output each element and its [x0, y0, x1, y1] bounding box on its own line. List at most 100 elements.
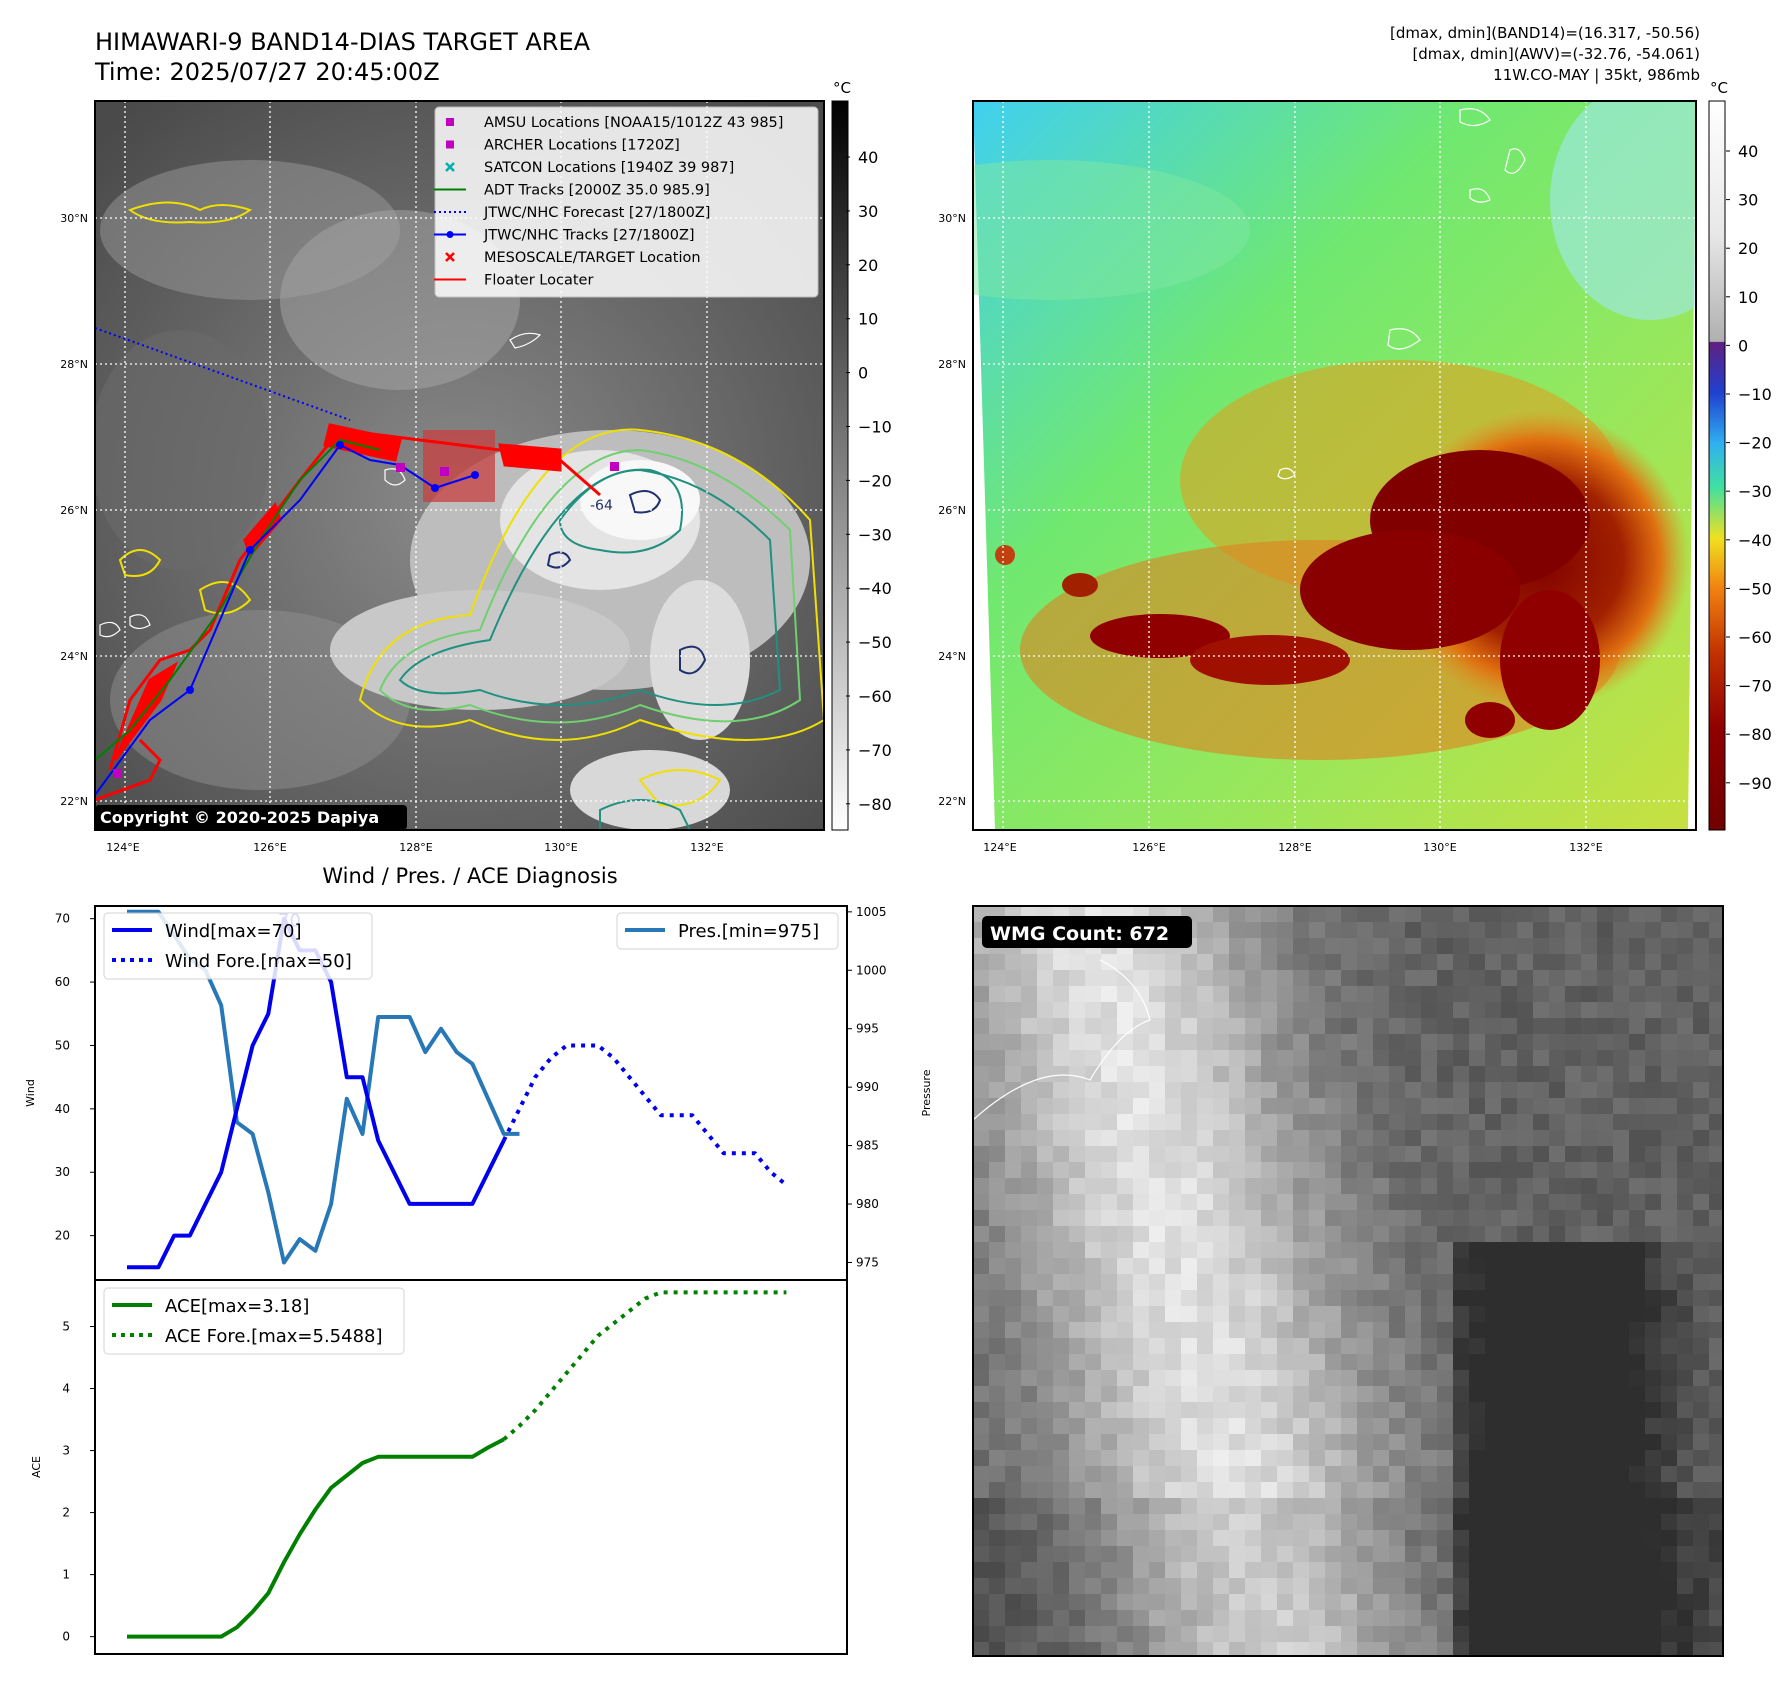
colorbar-tick-label: −40	[858, 579, 892, 598]
colorbar-tick-label: 20	[858, 256, 878, 275]
ace-tick-label: 1	[62, 1568, 70, 1582]
left-lat-28: 28°N	[60, 358, 88, 371]
right-lon-132: 132°E	[1569, 841, 1602, 854]
colorbar-tick-label: 40	[858, 148, 878, 167]
pressure-tick-label: 985	[856, 1139, 879, 1153]
ace-tick-label: 4	[62, 1382, 70, 1396]
colorbar-tick-label: −70	[858, 741, 892, 760]
colorbar-tick-label: −10	[1738, 385, 1772, 404]
left-lat-26: 26°N	[60, 504, 88, 517]
legend-label: SATCON Locations [1940Z 39 987]	[484, 160, 734, 176]
ace-legend: ACE[max=3.18] ACE Fore.[max=5.5488]	[103, 1287, 405, 1355]
colorbar-tick-label: −30	[858, 525, 892, 544]
right-lon-128: 128°E	[1278, 841, 1311, 854]
left-map-legend: AMSU Locations [NOAA15/1012Z 43 985] ARCH…	[434, 106, 819, 298]
wind-tick-label: 50	[55, 1038, 70, 1052]
legend-swatch-dot	[446, 231, 454, 238]
pressure-tick-label: 1000	[856, 963, 887, 977]
contour-label: -64	[590, 498, 613, 514]
legend-item: ADT Tracks [2000Z 35.0 985.9]	[434, 183, 710, 199]
right-lon-126: 126°E	[1132, 841, 1165, 854]
figure-time: Time: 2025/07/27 20:45:00Z	[94, 58, 440, 86]
right-lat-24: 24°N	[938, 650, 966, 663]
colorbar-tick-label: −20	[1738, 434, 1772, 453]
pressure-legend-label: Pres.[min=975]	[678, 921, 819, 942]
colorbar-tick-label: −80	[1738, 725, 1772, 744]
left-lat-22: 22°N	[60, 795, 88, 808]
jtwc-forecast-line	[95, 327, 351, 421]
ace-axis-label: ACE	[30, 1456, 43, 1478]
ace-series-line	[127, 1437, 505, 1639]
ace-tick-label: 2	[62, 1506, 70, 1520]
pressure-tick-label: 990	[856, 1080, 879, 1094]
wind-axis-label: Wind	[24, 1079, 37, 1107]
pressure-tick-label: 1005	[856, 905, 887, 919]
pressure-axis-label: Pressure	[920, 1069, 933, 1116]
colorbar-tick-label: 0	[858, 364, 868, 383]
legend-swatch	[446, 140, 454, 149]
legend-item: Floater Locater	[434, 273, 593, 289]
colorbar-tick-label: −10	[858, 418, 892, 437]
wmg-count-label: WMG Count: 672	[990, 923, 1169, 945]
pressure-tick-label: 995	[856, 1022, 879, 1036]
ace-forecast-series-line	[502, 1290, 787, 1441]
colorbar-tick-label: −20	[858, 471, 892, 490]
wind-tick-label: 30	[55, 1165, 70, 1179]
colorbar-tick-label: 30	[858, 202, 878, 221]
ace-tick-label: 3	[62, 1444, 70, 1458]
legend-item: MESOSCALE/TARGET Location	[445, 250, 701, 266]
colorbar-tick-label: −50	[858, 633, 892, 652]
legend-label: JTWC/NHC Forecast [27/1800Z]	[483, 205, 710, 221]
colorbar-tick-label: −60	[1738, 628, 1772, 647]
colorbar-tick-label: −30	[1738, 482, 1772, 501]
pressure-tick-label: 980	[856, 1197, 879, 1211]
wind-legend-label: Wind[max=70]	[165, 921, 302, 942]
pressure-tick-label: 975	[856, 1255, 879, 1269]
right-map-panel: 30°N 28°N 26°N 24°N 22°N 124°E 126°E 128…	[938, 100, 1697, 854]
ace-tick-label: 0	[62, 1630, 70, 1644]
colorbar-tick-label: 10	[1738, 288, 1758, 307]
legend-label: ARCHER Locations [1720Z]	[484, 138, 680, 154]
legend-swatch	[445, 252, 455, 262]
diagnosis-title: Wind / Pres. / ACE Diagnosis	[322, 864, 617, 888]
left-map-panel: -64	[60, 100, 825, 854]
right-colorbar: °C 40 30 20 10 0 −10 −20 −30 −40 −50 −60 −70 −80 −90	[1708, 79, 1772, 831]
wind-legend: Wind[max=70] Wind Fore.[max=50]	[103, 912, 373, 980]
left-colorbar: °C 40 30 20 10 0 −10 −20 −30 −40 −50 −60 −70 −80	[831, 79, 892, 831]
figure-title: HIMAWARI-9 BAND14-DIAS TARGET AREA	[95, 28, 591, 56]
left-lon-128: 128°E	[399, 841, 432, 854]
colorbar-tick-label: −90	[1738, 774, 1772, 793]
right-lon-124: 124°E	[983, 841, 1016, 854]
colorbar-tick-label: 10	[858, 310, 878, 329]
right-lat-28: 28°N	[938, 358, 966, 371]
legend-label: Floater Locater	[484, 273, 593, 289]
left-lon-130: 130°E	[544, 841, 577, 854]
wind-tick-label: 20	[55, 1229, 70, 1243]
ace-tick-label: 5	[62, 1320, 70, 1334]
copyright-text: Copyright © 2020-2025 Dapiya	[100, 808, 379, 827]
colorbar-tick-label: −50	[1738, 579, 1772, 598]
right-colorbar-unit: °C	[1710, 79, 1728, 97]
colorbar-tick-label: 40	[1738, 142, 1758, 161]
colorbar-tick-label: 20	[1738, 239, 1758, 258]
colorbar-tick-label: −70	[1738, 677, 1772, 696]
wind-fore-legend-label: Wind Fore.[max=50]	[165, 951, 352, 972]
left-lon-124: 124°E	[106, 841, 139, 854]
legend-label: ADT Tracks [2000Z 35.0 985.9]	[484, 183, 710, 199]
colorbar-tick-label: −40	[1738, 531, 1772, 550]
legend-item: SATCON Locations [1940Z 39 987]	[445, 160, 734, 176]
wind-tick-label: 40	[55, 1102, 70, 1116]
colorbar-tick-label: 30	[1738, 191, 1758, 210]
legend-swatch	[446, 118, 454, 126]
left-lon-126: 126°E	[253, 841, 286, 854]
legend-item: JTWC/NHC Forecast [27/1800Z]	[434, 205, 710, 221]
right-lat-30: 30°N	[938, 212, 966, 225]
colorbar-tick-label: −80	[858, 795, 892, 814]
wmg-panel: WMG Count: 672	[972, 905, 1724, 1657]
storm-info: 11W.CO-MAY | 35kt, 986mb	[1493, 66, 1700, 84]
legend-label: AMSU Locations [NOAA15/1012Z 43 985]	[484, 115, 783, 131]
ace-legend-label: ACE[max=3.18]	[165, 1296, 309, 1317]
wind-tick-label: 70	[55, 912, 70, 926]
amsu-archer-markers	[113, 462, 619, 778]
wind-pressure-chart: 2030405060709759809859909951000100570 Wi…	[24, 905, 933, 1281]
